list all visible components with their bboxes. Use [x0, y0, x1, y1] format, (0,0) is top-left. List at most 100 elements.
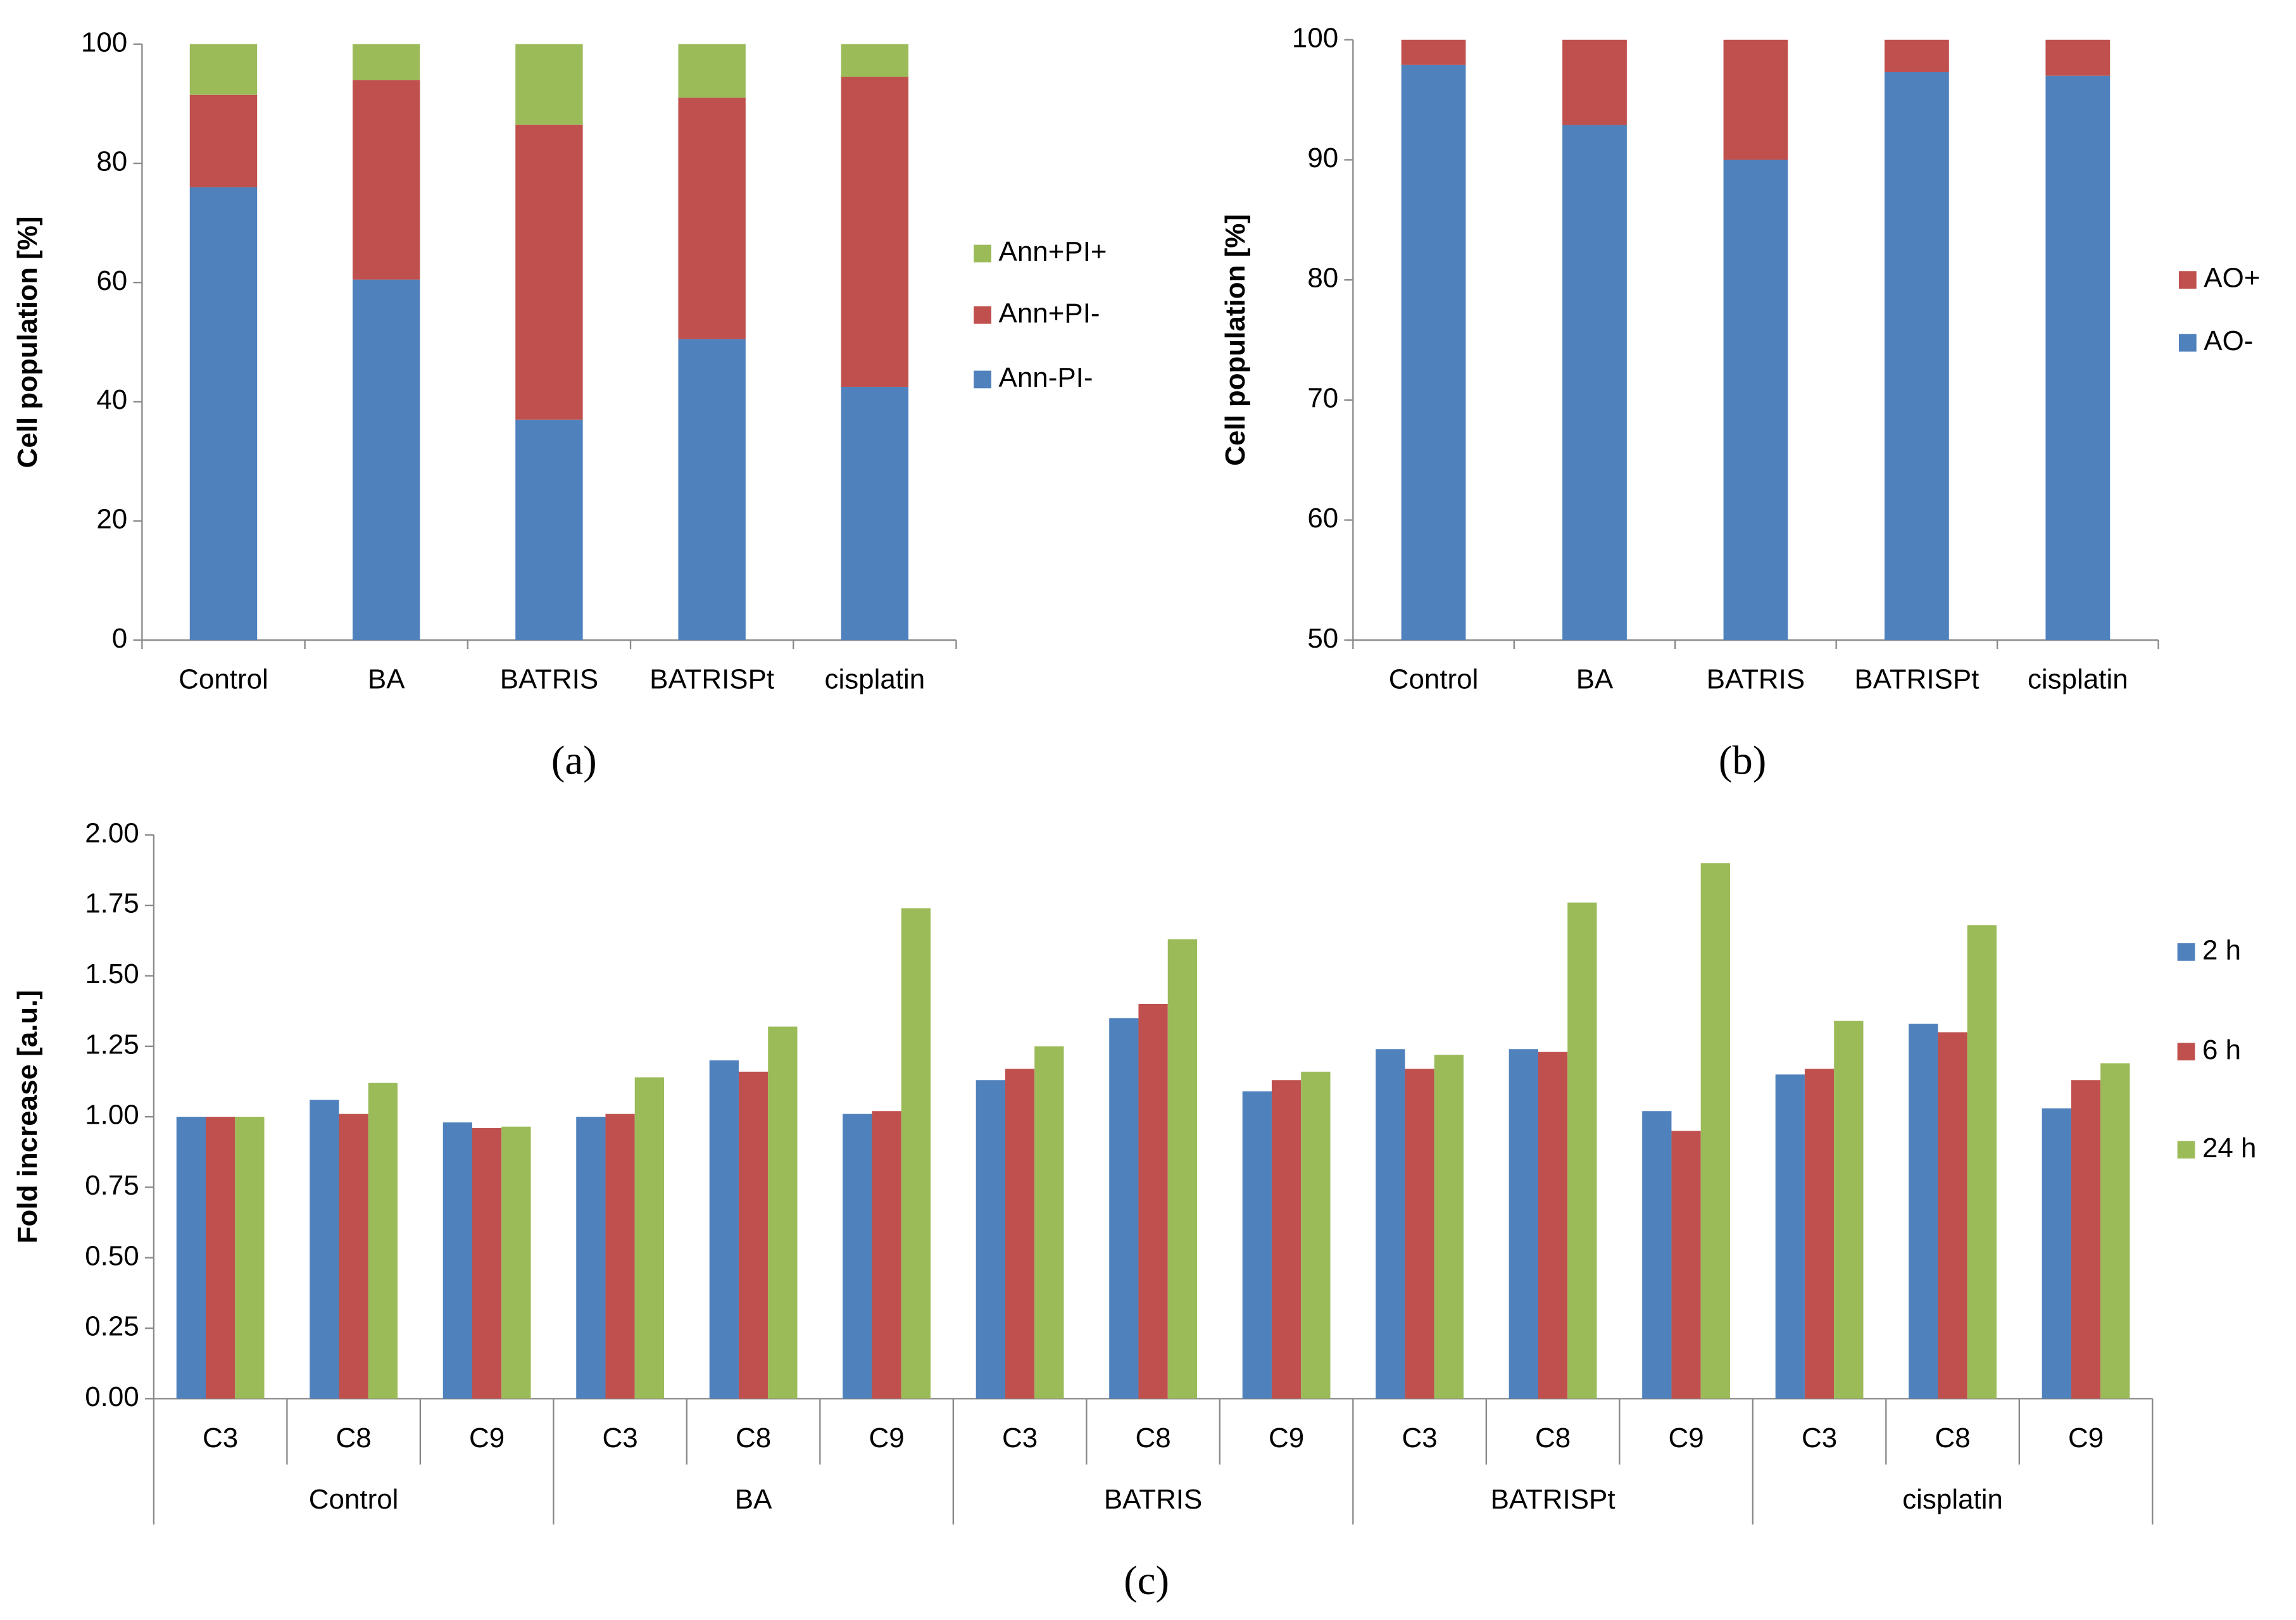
group-label: BA: [735, 1484, 772, 1515]
x-tick-label: C3: [1402, 1422, 1438, 1454]
bar-segment: [515, 44, 583, 125]
bar-segment: [841, 44, 909, 77]
x-tick-label: BATRISPt: [649, 664, 774, 695]
x-tick-label: Control: [1389, 664, 1479, 695]
bar: [1005, 1069, 1035, 1399]
bar-segment: [1401, 39, 1466, 65]
x-tick-label: C8: [1535, 1422, 1571, 1454]
bar: [235, 1117, 265, 1399]
bar: [634, 1077, 665, 1399]
y-tick-label: 2.00: [85, 817, 139, 848]
bar: [2042, 1108, 2071, 1399]
bar-segment: [1562, 125, 1627, 641]
y-tick-label: 0.50: [85, 1240, 139, 1271]
y-tick-label: 1.75: [85, 888, 139, 919]
x-tick-label: C9: [469, 1422, 505, 1454]
group-label: cisplatin: [1902, 1484, 2003, 1515]
bar: [1405, 1069, 1434, 1399]
bar: [1271, 1080, 1302, 1399]
legend-label: AO-: [2204, 325, 2253, 356]
panel-label: (b): [1719, 738, 1767, 784]
bar: [1671, 1131, 1701, 1399]
group-label: BATRISPt: [1491, 1484, 1615, 1515]
bar: [768, 1026, 798, 1399]
bar: [2071, 1080, 2101, 1399]
bar-segment: [678, 44, 746, 98]
legend-label: 6 h: [2202, 1034, 2241, 1065]
y-axis-label: Fold increase [a.u.]: [12, 990, 43, 1243]
bar: [1700, 863, 1730, 1399]
legend-label: 24 h: [2202, 1133, 2257, 1164]
bar: [872, 1111, 901, 1399]
x-tick-label: C9: [2068, 1422, 2104, 1454]
x-tick-label: BATRIS: [1707, 664, 1805, 695]
bar: [1909, 1024, 1938, 1399]
x-tick-label: C3: [1802, 1422, 1837, 1454]
bar: [339, 1114, 368, 1399]
x-tick-label: BATRISPt: [1854, 664, 1979, 695]
bar: [472, 1127, 502, 1399]
legend-swatch: [2177, 1043, 2195, 1061]
bar: [1642, 1111, 1672, 1399]
x-tick-label: BA: [368, 664, 405, 695]
bar-segment: [1885, 72, 1949, 641]
legend-label: 2 h: [2202, 934, 2241, 965]
y-tick-label: 60: [96, 265, 127, 296]
bar: [975, 1080, 1005, 1399]
y-tick-label: 100: [81, 27, 127, 58]
y-tick-label: 50: [1307, 623, 1338, 654]
y-tick-label: 1.00: [85, 1100, 139, 1131]
x-tick-label: BATRIS: [500, 664, 598, 695]
bar: [1376, 1049, 1405, 1399]
x-tick-label: C3: [603, 1422, 638, 1454]
group-label: BATRIS: [1104, 1484, 1202, 1515]
panel-label: (c): [1124, 1558, 1169, 1604]
bar: [2100, 1063, 2130, 1399]
bar: [709, 1060, 739, 1399]
bar-segment: [515, 419, 583, 641]
y-tick-label: 0.25: [85, 1311, 139, 1342]
legend-label: Ann+PI-: [999, 298, 1100, 329]
bar: [1775, 1074, 1805, 1399]
y-axis-label: Cell population [%]: [1220, 214, 1251, 466]
bar-segment: [353, 279, 420, 641]
legend-swatch: [2178, 271, 2197, 289]
bar: [901, 908, 931, 1399]
bar: [1834, 1020, 1864, 1399]
bar-segment: [189, 187, 258, 641]
bar-segment: [1401, 65, 1466, 641]
bar-segment: [515, 124, 583, 420]
bar-segment: [353, 80, 420, 280]
bar: [738, 1071, 768, 1399]
bar: [1804, 1069, 1835, 1399]
bar: [1567, 902, 1597, 1399]
legend-swatch: [2178, 334, 2197, 352]
bar: [1138, 1003, 1168, 1399]
bar-segment: [678, 339, 746, 641]
bar: [1538, 1052, 1568, 1399]
y-tick-label: 60: [1307, 503, 1338, 534]
bar-segment: [353, 44, 420, 80]
bar-segment: [678, 97, 746, 339]
bar: [368, 1083, 398, 1399]
x-tick-label: C9: [1668, 1422, 1703, 1454]
legend-swatch: [974, 370, 991, 389]
bar: [605, 1114, 635, 1399]
y-tick-label: 0.75: [85, 1170, 139, 1201]
group-label: Control: [309, 1484, 399, 1515]
legend-swatch: [2177, 943, 2195, 961]
bar: [442, 1122, 472, 1399]
bar: [843, 1114, 872, 1399]
bar: [1434, 1055, 1464, 1399]
x-tick-label: C8: [336, 1422, 372, 1454]
y-tick-label: 90: [1307, 142, 1338, 173]
x-tick-label: C3: [203, 1422, 238, 1454]
bar: [1167, 939, 1197, 1399]
bar: [1509, 1049, 1538, 1399]
x-tick-label: C9: [869, 1422, 905, 1454]
bar-segment: [1723, 160, 1788, 641]
bar: [1034, 1046, 1064, 1399]
y-tick-label: 1.25: [85, 1029, 139, 1060]
y-tick-label: 100: [1292, 22, 1338, 53]
legend-swatch: [2177, 1141, 2195, 1159]
